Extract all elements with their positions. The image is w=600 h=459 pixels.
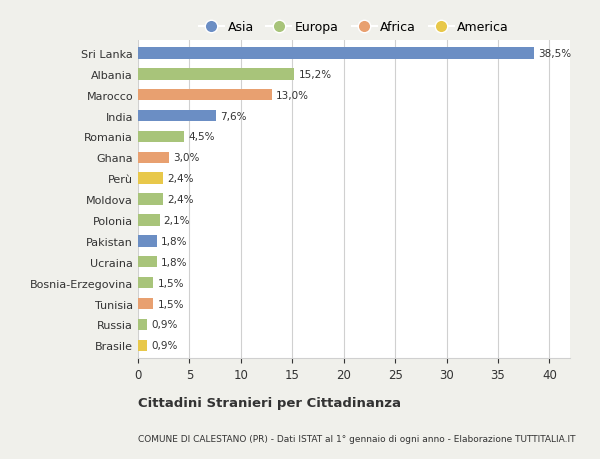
Bar: [138, 48, 534, 60]
Bar: [138, 340, 147, 351]
Bar: [138, 319, 147, 330]
Bar: [138, 194, 163, 205]
Bar: [138, 277, 154, 289]
Bar: [138, 111, 216, 122]
Legend: Asia, Europa, Africa, America: Asia, Europa, Africa, America: [194, 16, 514, 39]
Text: COMUNE DI CALESTANO (PR) - Dati ISTAT al 1° gennaio di ogni anno - Elaborazione : COMUNE DI CALESTANO (PR) - Dati ISTAT al…: [138, 434, 575, 442]
Bar: [138, 257, 157, 268]
Text: 15,2%: 15,2%: [298, 70, 332, 80]
Text: 2,1%: 2,1%: [164, 216, 190, 225]
Text: 2,4%: 2,4%: [167, 174, 193, 184]
Bar: [138, 298, 154, 309]
Text: 1,8%: 1,8%: [161, 236, 187, 246]
Text: 7,6%: 7,6%: [220, 112, 247, 121]
Text: 0,9%: 0,9%: [151, 319, 178, 330]
Text: 1,8%: 1,8%: [161, 257, 187, 267]
Text: 38,5%: 38,5%: [538, 49, 571, 59]
Text: 13,0%: 13,0%: [276, 90, 309, 101]
Text: Cittadini Stranieri per Cittadinanza: Cittadini Stranieri per Cittadinanza: [138, 396, 401, 409]
Text: 3,0%: 3,0%: [173, 153, 199, 163]
Text: 0,9%: 0,9%: [151, 341, 178, 351]
Bar: [138, 90, 272, 101]
Text: 4,5%: 4,5%: [188, 132, 215, 142]
Bar: [138, 152, 169, 164]
Bar: [138, 235, 157, 247]
Bar: [138, 69, 295, 80]
Text: 1,5%: 1,5%: [158, 278, 184, 288]
Text: 2,4%: 2,4%: [167, 195, 193, 205]
Bar: [138, 173, 163, 185]
Text: 1,5%: 1,5%: [158, 299, 184, 309]
Bar: [138, 131, 184, 143]
Bar: [138, 215, 160, 226]
